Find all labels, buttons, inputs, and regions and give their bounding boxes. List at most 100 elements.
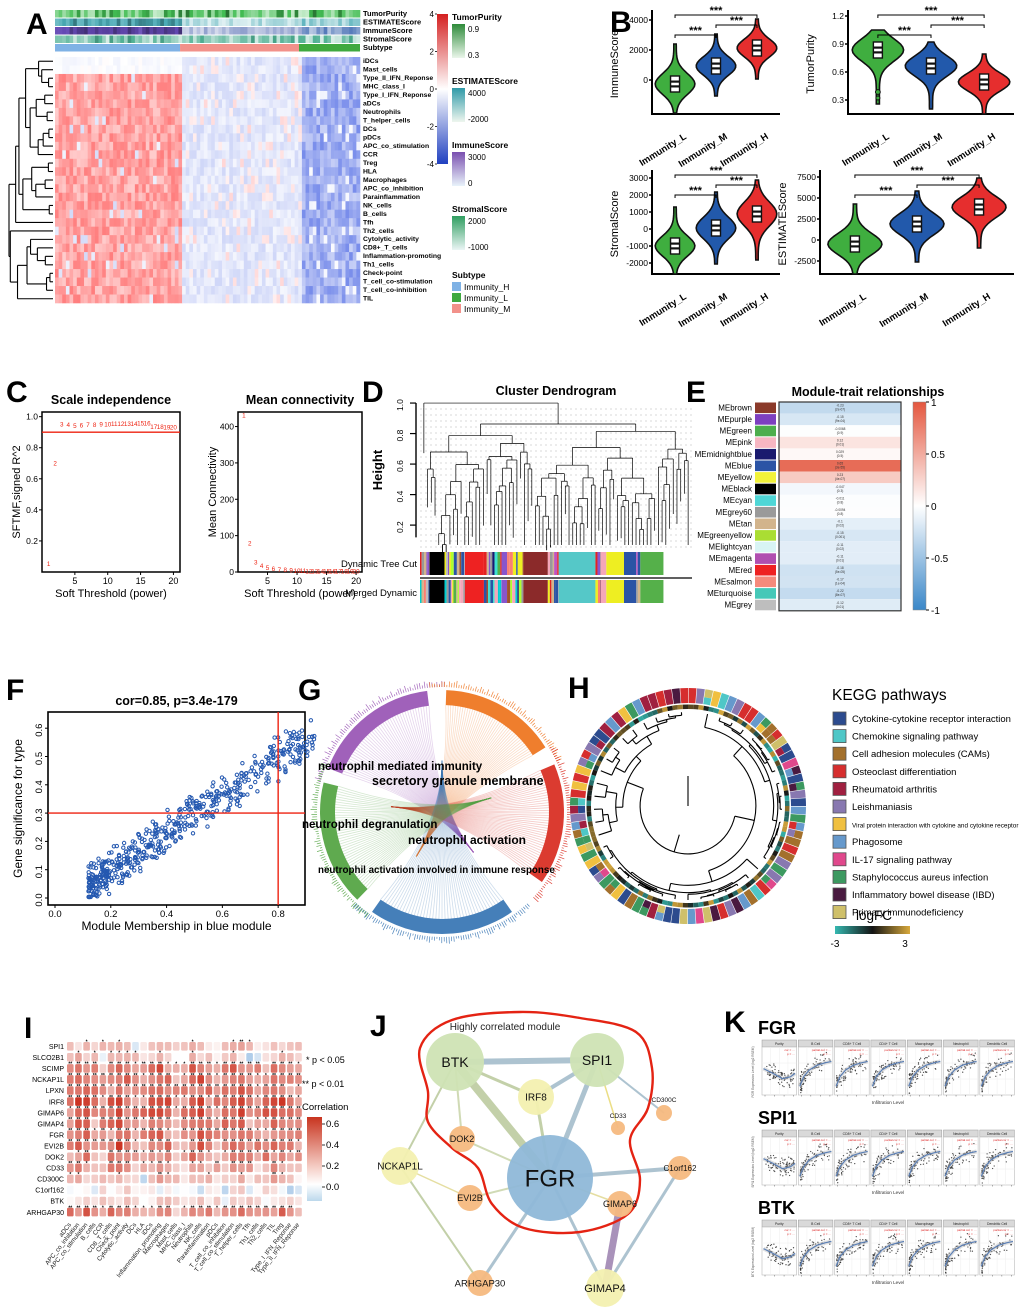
svg-text:Th2_cells: Th2_cells xyxy=(363,228,394,235)
svg-text:Neutrophils: Neutrophils xyxy=(363,109,401,116)
svg-text:Immunity_L: Immunity_L xyxy=(817,291,868,329)
panel-j: BTK SPI1IRF8DOK2NCKAP1LEVI2BFGRCD33CD300C… xyxy=(377,1010,697,1307)
svg-text:**: ** xyxy=(68,1062,72,1068)
svg-text:NCKAP1L: NCKAP1L xyxy=(32,1077,64,1084)
svg-text:19: 19 xyxy=(163,424,171,431)
svg-text:(8e-07): (8e-07) xyxy=(835,593,845,597)
svg-text:Subtype: Subtype xyxy=(452,270,486,280)
svg-text:StromalScore: StromalScore xyxy=(452,204,508,214)
svg-text:0.23: 0.23 xyxy=(837,473,843,477)
svg-text:-1: -1 xyxy=(931,606,940,617)
svg-text:0.0: 0.0 xyxy=(48,909,61,920)
svg-text:*: * xyxy=(257,1084,259,1090)
svg-text:**: ** xyxy=(231,1084,235,1090)
svg-text:*: * xyxy=(232,1040,234,1046)
svg-text:MEbrown: MEbrown xyxy=(718,403,752,412)
svg-text:MEturquoise: MEturquoise xyxy=(707,589,752,598)
svg-text:0.6: 0.6 xyxy=(34,724,45,737)
svg-text:***: *** xyxy=(689,25,703,37)
panel-j-label: J xyxy=(370,1010,387,1043)
svg-text:**: ** xyxy=(125,1062,129,1068)
svg-text:Soft Threshold (power): Soft Threshold (power) xyxy=(55,588,167,600)
svg-text:Inflammatory bowel disease (IB: Inflammatory bowel disease (IBD) xyxy=(852,890,995,901)
svg-text:-2500: -2500 xyxy=(794,256,816,266)
svg-text:TumorPurity: TumorPurity xyxy=(363,9,408,18)
svg-text:15: 15 xyxy=(137,421,145,428)
svg-text:MEpink: MEpink xyxy=(725,438,753,447)
panel-k-label: K xyxy=(724,1006,746,1039)
svg-text:Parainflammation: Parainflammation xyxy=(363,194,420,201)
svg-text:TumorPurity: TumorPurity xyxy=(805,34,817,94)
svg-text:(9e-04): (9e-04) xyxy=(835,419,845,423)
svg-text:16: 16 xyxy=(329,569,337,576)
svg-text:TIL: TIL xyxy=(363,296,373,303)
svg-text:*: * xyxy=(208,1095,210,1101)
svg-text:0.9: 0.9 xyxy=(468,25,480,34)
svg-text:3: 3 xyxy=(902,939,908,950)
svg-text:**: ** xyxy=(150,1095,154,1101)
svg-text:0: 0 xyxy=(468,179,473,188)
svg-text:10: 10 xyxy=(104,421,112,428)
svg-text:2000: 2000 xyxy=(468,217,486,226)
svg-text:-0.0068: -0.0068 xyxy=(835,427,846,431)
svg-text:7: 7 xyxy=(278,567,282,574)
svg-text:***: *** xyxy=(880,185,894,197)
panel-f: cor=0.85, p=3.4e-179 0.0 0.2 0.4 0.6 0.8 0.0 0.… xyxy=(11,694,317,933)
panel-b-label: B xyxy=(610,6,632,39)
svg-text:**: ** xyxy=(68,1073,72,1079)
svg-text:2: 2 xyxy=(430,48,435,57)
svg-text:**: ** xyxy=(207,1062,211,1068)
panel-i-label: I xyxy=(24,1012,33,1045)
svg-text:CCR: CCR xyxy=(363,151,378,158)
svg-text:MHC_class_I: MHC_class_I xyxy=(363,84,405,91)
svg-text:0.3: 0.3 xyxy=(34,808,45,821)
svg-text:**: ** xyxy=(93,1084,97,1090)
svg-text:**: ** xyxy=(158,1073,162,1079)
svg-text:CD8+_T_cells: CD8+_T_cells xyxy=(363,245,408,252)
svg-text:Module-trait relationships: Module-trait relationships xyxy=(792,385,945,399)
svg-text:**: ** xyxy=(199,1095,203,1101)
svg-text:*: * xyxy=(102,1040,104,1046)
svg-text:Cytolytic_activity: Cytolytic_activity xyxy=(363,236,419,243)
svg-text:**: ** xyxy=(264,1084,268,1090)
svg-text:**: ** xyxy=(191,1062,195,1068)
svg-text:MEyellow: MEyellow xyxy=(718,473,752,482)
svg-text:17: 17 xyxy=(150,424,158,431)
svg-text:Soft Threshold (power): Soft Threshold (power) xyxy=(244,588,356,600)
svg-text:MEcyan: MEcyan xyxy=(723,496,752,505)
svg-text:*: * xyxy=(135,1062,137,1068)
svg-text:ImmuneScore: ImmuneScore xyxy=(609,30,621,98)
svg-text:14: 14 xyxy=(130,421,138,428)
svg-text:(0.5): (0.5) xyxy=(837,454,844,458)
svg-text:*: * xyxy=(167,1062,169,1068)
svg-text:*: * xyxy=(192,1040,194,1046)
svg-text:-1000: -1000 xyxy=(626,241,648,251)
svg-text:**: ** xyxy=(158,1084,162,1090)
svg-text:Subtype: Subtype xyxy=(363,43,393,52)
svg-text:**: ** xyxy=(109,1062,113,1068)
svg-text:11: 11 xyxy=(111,421,118,428)
svg-text:Macrophages: Macrophages xyxy=(363,177,407,184)
svg-text:**: ** xyxy=(117,1062,121,1068)
svg-text:Type_II_IFN_Reponse: Type_II_IFN_Reponse xyxy=(363,75,433,82)
svg-text:0.8: 0.8 xyxy=(272,909,285,920)
svg-text:***: *** xyxy=(925,5,939,17)
svg-text:Immunity_H: Immunity_H xyxy=(946,131,998,169)
svg-text:13: 13 xyxy=(124,421,132,428)
svg-text:(0.02): (0.02) xyxy=(836,524,844,528)
svg-text:0.3: 0.3 xyxy=(468,51,480,60)
svg-text:**: ** xyxy=(117,1095,121,1101)
svg-text:200: 200 xyxy=(220,494,234,504)
svg-text:**: ** xyxy=(76,1073,80,1079)
svg-text:**: ** xyxy=(166,1095,170,1101)
svg-text:**: ** xyxy=(239,1073,243,1079)
svg-text:**: ** xyxy=(158,1062,162,1068)
svg-text:neutrophil mediated immunity: neutrophil mediated immunity xyxy=(318,761,483,773)
svg-text:7500: 7500 xyxy=(797,172,816,182)
svg-text:Type_I_IFN_Reponse: Type_I_IFN_Reponse xyxy=(363,92,431,99)
svg-text:Mean connectivity: Mean connectivity xyxy=(246,393,354,407)
svg-text:**: ** xyxy=(142,1084,146,1090)
svg-text:0.8: 0.8 xyxy=(395,429,405,441)
svg-text:pDCs: pDCs xyxy=(363,134,381,141)
svg-text:*: * xyxy=(265,1073,267,1079)
